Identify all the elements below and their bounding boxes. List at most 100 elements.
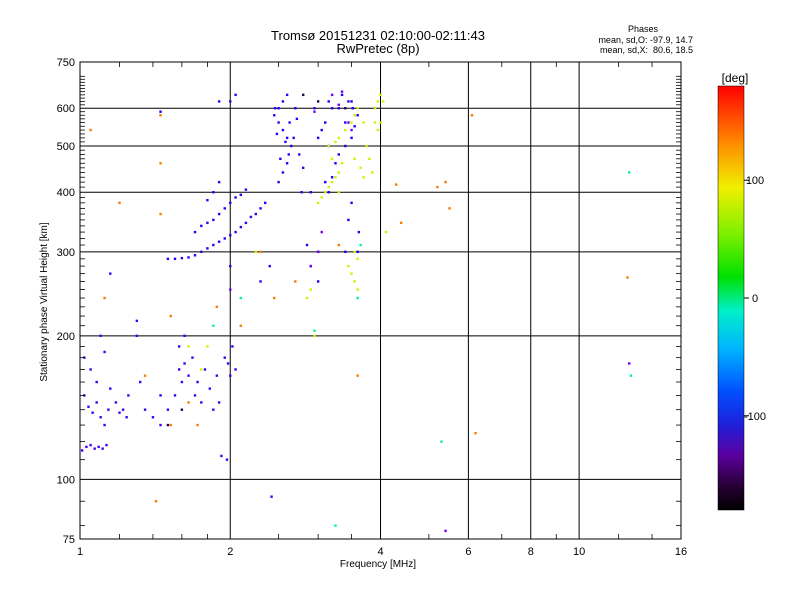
stats-line-x: mean, sd,X: 80.6, 18.5 <box>600 45 693 55</box>
data-point <box>371 171 374 174</box>
data-point <box>187 345 190 348</box>
data-point <box>231 345 234 348</box>
data-point <box>177 345 181 348</box>
data-point <box>200 224 203 228</box>
data-point <box>313 110 316 113</box>
data-point <box>350 272 353 275</box>
y-tick-label: 75 <box>63 534 75 546</box>
data-point <box>337 136 341 140</box>
data-point <box>316 280 320 283</box>
data-point <box>208 387 212 390</box>
data-point <box>99 334 102 338</box>
data-point <box>362 176 365 179</box>
data-point <box>330 176 334 179</box>
data-point <box>320 196 323 199</box>
data-point <box>91 411 94 414</box>
data-point <box>183 334 186 338</box>
data-point <box>223 356 226 359</box>
data-point <box>217 240 221 243</box>
data-point <box>294 280 297 283</box>
data-point <box>300 191 303 194</box>
data-point <box>344 250 347 254</box>
data-point <box>259 207 262 210</box>
data-point <box>337 107 341 110</box>
data-point <box>159 162 162 165</box>
data-point <box>327 100 330 103</box>
data-point <box>80 449 84 452</box>
data-point <box>229 264 232 268</box>
data-point <box>154 500 158 503</box>
data-point <box>217 100 221 103</box>
data-point <box>229 288 232 291</box>
colorbar-tick-label: 0 <box>752 293 758 305</box>
data-point <box>440 440 443 443</box>
colorbar-gradient <box>717 85 745 511</box>
data-point <box>212 324 215 327</box>
data-point <box>394 183 398 186</box>
data-point <box>376 100 379 103</box>
data-point <box>330 93 334 97</box>
data-point <box>359 243 362 247</box>
data-point <box>324 191 327 194</box>
data-point <box>103 423 106 427</box>
data-point <box>381 100 385 103</box>
y-tick-label: 100 <box>57 474 75 486</box>
data-point <box>399 221 403 225</box>
data-point <box>85 445 88 449</box>
data-point <box>356 296 359 300</box>
data-point <box>109 387 112 390</box>
chart-subtitle: RwPretec (8p) <box>336 41 419 56</box>
data-point <box>275 132 279 136</box>
data-point <box>337 153 341 156</box>
data-point <box>183 362 186 365</box>
data-point <box>264 201 267 205</box>
data-point <box>281 128 285 132</box>
data-point <box>97 445 100 449</box>
data-point <box>229 100 232 103</box>
data-point <box>196 423 199 427</box>
data-point <box>187 374 190 377</box>
data-point <box>373 121 377 124</box>
data-point <box>193 394 197 397</box>
data-point <box>344 107 347 110</box>
data-point <box>212 218 215 222</box>
data-point <box>143 374 147 377</box>
data-point <box>305 243 309 247</box>
data-point <box>356 107 359 110</box>
data-point <box>334 162 337 165</box>
data-point <box>356 114 359 117</box>
data-point <box>327 144 330 148</box>
data-point <box>313 329 316 332</box>
x-tick-label: 2 <box>227 546 233 558</box>
x-tick-label: 1 <box>77 546 83 558</box>
data-point <box>281 171 285 174</box>
data-point <box>285 93 289 97</box>
data-point <box>206 247 209 250</box>
data-point <box>340 93 344 97</box>
data-point <box>118 411 121 414</box>
chart-title: Tromsø 20151231 02:10:00-02:11:43 <box>271 28 485 43</box>
data-point <box>288 121 291 124</box>
data-point <box>239 296 243 300</box>
data-point <box>229 201 232 205</box>
data-point <box>244 221 248 225</box>
grid-lines <box>80 62 681 539</box>
data-point <box>273 107 277 110</box>
data-point <box>234 196 237 199</box>
data-point <box>107 408 110 411</box>
data-point <box>628 362 631 365</box>
data-point <box>327 191 330 194</box>
data-point <box>347 218 350 222</box>
data-point <box>365 144 368 148</box>
data-point <box>362 121 365 124</box>
data-point <box>356 250 359 254</box>
x-axis-label: Frequency [MHz] <box>340 559 416 570</box>
y-tick-label: 200 <box>57 331 75 343</box>
data-point <box>103 296 106 300</box>
data-point <box>95 380 98 384</box>
data-point <box>226 362 230 365</box>
data-point <box>103 350 106 354</box>
data-point <box>344 144 347 148</box>
data-point <box>89 368 92 371</box>
data-point <box>87 405 90 408</box>
